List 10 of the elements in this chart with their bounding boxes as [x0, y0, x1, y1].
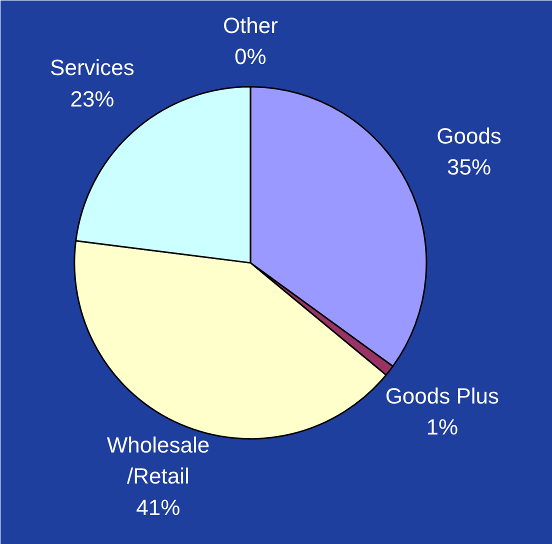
slice-label: Goods Plus: [385, 383, 500, 408]
category-label: Other: [222, 12, 278, 38]
slice-label: Services: [50, 55, 134, 80]
data-label: 35%: [447, 154, 492, 180]
data-label: 41%: [136, 494, 180, 520]
slice-label: Goods: [436, 123, 502, 148]
data-label: 23%: [70, 86, 114, 112]
data-label: 1%: [426, 414, 458, 440]
text: 0%: [234, 44, 266, 70]
slice-label: Wholesale /Retail: [106, 432, 210, 489]
